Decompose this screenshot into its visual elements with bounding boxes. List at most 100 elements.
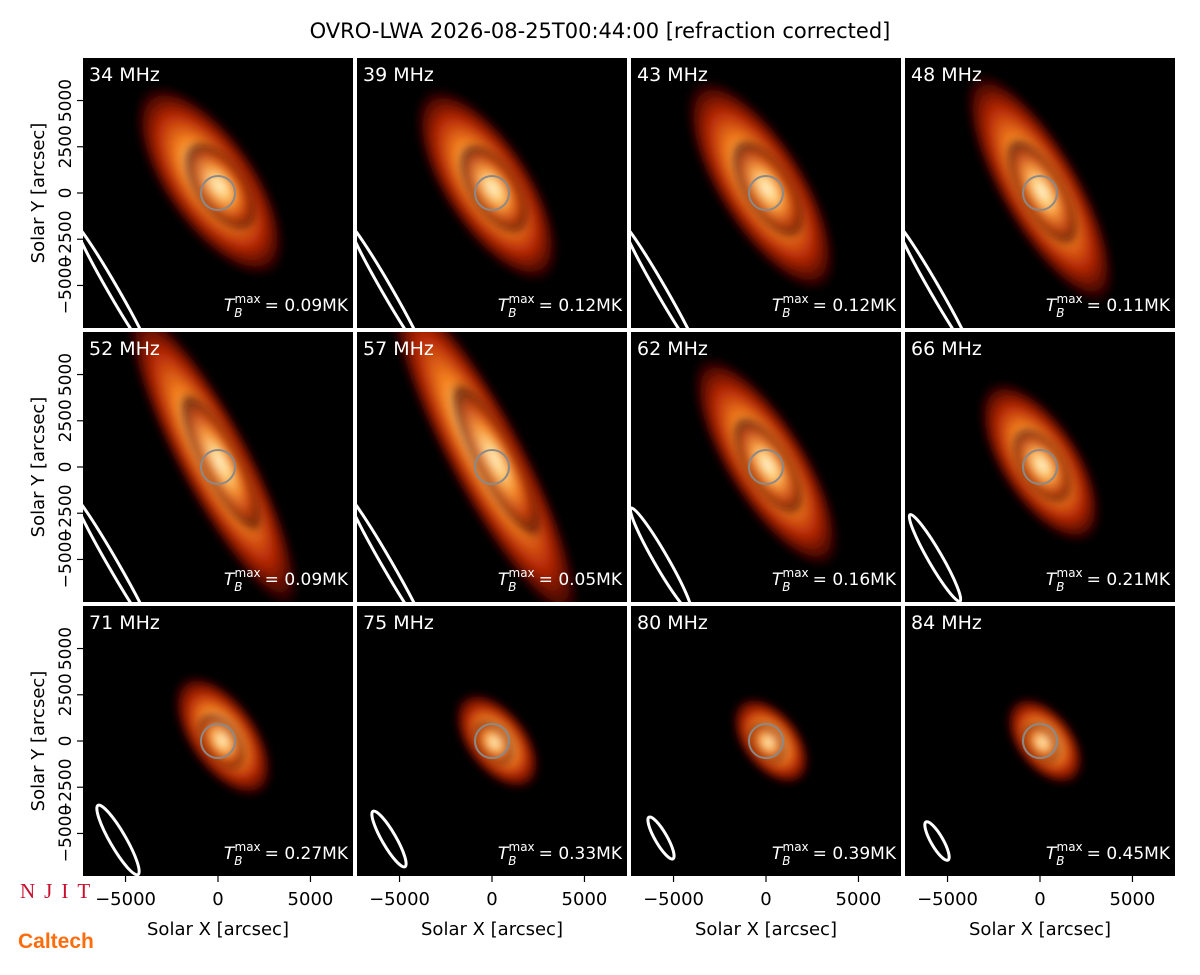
emission-core bbox=[1011, 427, 1073, 504]
tb-sub: B bbox=[1056, 580, 1064, 594]
tb-sup: max bbox=[235, 292, 261, 306]
solar-disk bbox=[748, 175, 784, 211]
tb-sub: B bbox=[1056, 854, 1064, 868]
tb-symbol: T bbox=[498, 844, 510, 864]
emission-core bbox=[732, 416, 804, 515]
panel-label: 80 MHz bbox=[637, 612, 708, 634]
y-tick-label: −5000 bbox=[56, 257, 76, 315]
tb-max-annotation: TBmax = 0.12MK bbox=[772, 292, 897, 320]
tb-sub: B bbox=[508, 306, 516, 320]
panel-label: 57 MHz bbox=[363, 338, 434, 360]
tb-sub: B bbox=[234, 580, 242, 594]
x-tick-label: 5000 bbox=[1110, 889, 1156, 910]
panel bbox=[357, 332, 627, 602]
tb-value: = 0.27MK bbox=[265, 844, 349, 864]
tb-symbol: T bbox=[224, 296, 236, 316]
figure-title: OVRO-LWA 2026-08-25T00:44:00 [refraction… bbox=[310, 19, 891, 43]
solar-disk bbox=[200, 175, 236, 211]
caltech-logo: Caltech bbox=[18, 930, 94, 953]
y-tick-label: 0 bbox=[56, 736, 76, 747]
panel-label: 43 MHz bbox=[637, 64, 708, 86]
y-tick-label: 5000 bbox=[56, 627, 76, 670]
tb-max-annotation: TBmax = 0.11MK bbox=[1046, 292, 1171, 320]
x-tick-label: −5000 bbox=[369, 889, 430, 910]
x-tick-label: −5000 bbox=[917, 889, 978, 910]
solar-disk bbox=[748, 449, 784, 485]
panel bbox=[905, 332, 1175, 602]
y-tick-label: −2500 bbox=[56, 210, 76, 268]
panel-label: 75 MHz bbox=[363, 612, 434, 634]
y-tick-label: 5000 bbox=[56, 353, 76, 396]
tb-sub: B bbox=[782, 854, 790, 868]
tb-value: = 0.09MK bbox=[265, 296, 349, 316]
tb-symbol: T bbox=[1046, 570, 1058, 590]
beam bbox=[923, 820, 951, 862]
tb-sup: max bbox=[783, 840, 809, 854]
tb-symbol: T bbox=[772, 844, 784, 864]
solar-disk bbox=[200, 723, 236, 759]
x-tick-label: −5000 bbox=[643, 889, 704, 910]
x-axis-label: Solar X [arcsec] bbox=[147, 919, 289, 940]
tb-sup: max bbox=[783, 566, 809, 580]
solar-disk bbox=[474, 723, 510, 759]
tb-symbol: T bbox=[224, 844, 236, 864]
x-tick-label: 0 bbox=[212, 889, 223, 910]
x-axis-label: Solar X [arcsec] bbox=[695, 919, 837, 940]
panel bbox=[905, 58, 1175, 328]
x-axis-label: Solar X [arcsec] bbox=[421, 919, 563, 940]
y-tick-label: 2500 bbox=[56, 125, 76, 168]
panel bbox=[83, 58, 353, 328]
tb-sup: max bbox=[1057, 566, 1083, 580]
y-tick-label: −2500 bbox=[56, 484, 76, 542]
y-tick-label: 0 bbox=[56, 188, 76, 199]
tb-value: = 0.12MK bbox=[539, 296, 623, 316]
tb-sup: max bbox=[509, 840, 535, 854]
panel bbox=[83, 332, 353, 602]
solar-disk bbox=[1022, 175, 1058, 211]
tb-sub: B bbox=[508, 580, 516, 594]
panel bbox=[357, 58, 627, 328]
y-tick-label: −2500 bbox=[56, 758, 76, 816]
tb-sup: max bbox=[1057, 292, 1083, 306]
beam bbox=[631, 223, 701, 328]
emission-core bbox=[731, 139, 805, 239]
tb-max-annotation: TBmax = 0.12MK bbox=[498, 292, 623, 320]
tb-max-annotation: TBmax = 0.33MK bbox=[498, 840, 623, 868]
solar-disk bbox=[474, 175, 510, 211]
solar-disk bbox=[200, 449, 236, 485]
tb-symbol: T bbox=[1046, 844, 1058, 864]
tb-sup: max bbox=[235, 566, 261, 580]
panel bbox=[631, 332, 901, 602]
tb-sub: B bbox=[234, 306, 242, 320]
tb-value: = 0.09MK bbox=[265, 570, 349, 590]
tb-value: = 0.21MK bbox=[1087, 570, 1171, 590]
tb-max-annotation: TBmax = 0.05MK bbox=[498, 566, 623, 594]
panel bbox=[83, 606, 353, 876]
beam bbox=[95, 803, 141, 876]
panel bbox=[631, 58, 901, 328]
solar-disk bbox=[1022, 449, 1058, 485]
emission-core bbox=[179, 392, 263, 533]
njit-logo: NJIT bbox=[20, 879, 99, 903]
tb-sup: max bbox=[783, 292, 809, 306]
solar-disk bbox=[748, 723, 784, 759]
tb-max-annotation: TBmax = 0.16MK bbox=[772, 566, 897, 594]
solar-disk bbox=[1022, 723, 1058, 759]
emission-core bbox=[451, 381, 543, 539]
panel-label: 84 MHz bbox=[911, 612, 982, 634]
panel bbox=[905, 606, 1175, 876]
panel-label: 62 MHz bbox=[637, 338, 708, 360]
emission-core bbox=[458, 143, 530, 235]
tb-sub: B bbox=[782, 580, 790, 594]
tb-symbol: T bbox=[498, 570, 510, 590]
panel-label: 66 MHz bbox=[911, 338, 982, 360]
panel bbox=[357, 606, 627, 876]
y-axis-label: Solar Y [arcsec] bbox=[28, 671, 49, 812]
beam bbox=[83, 223, 153, 328]
tb-value: = 0.45MK bbox=[1087, 844, 1171, 864]
tb-symbol: T bbox=[1046, 296, 1058, 316]
tb-value: = 0.05MK bbox=[539, 570, 623, 590]
tb-max-annotation: TBmax = 0.39MK bbox=[772, 840, 897, 868]
panel-label: 48 MHz bbox=[911, 64, 982, 86]
